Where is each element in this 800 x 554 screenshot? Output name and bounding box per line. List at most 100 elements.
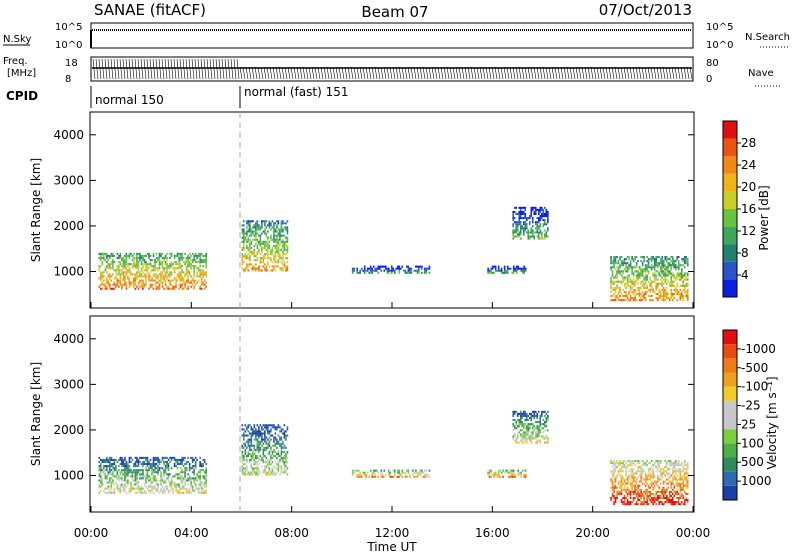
echo-cell [638,268,641,271]
echo-cell [626,274,629,277]
echo-cell [527,235,530,238]
echo-cell [631,490,633,493]
echo-cell [418,267,420,270]
echo-cell [113,269,116,272]
echo-cell [625,474,627,477]
echo-cell [667,280,670,283]
echo-cell [524,412,527,415]
echo-cell [184,456,186,459]
echo-cell [161,261,164,264]
echo-cell [536,412,539,415]
echo-cell [286,244,289,247]
echo-cell [641,295,644,298]
echo-cell [371,269,374,272]
echo-cell [665,270,668,273]
echo-cell [673,503,676,506]
echo-cell [106,271,108,274]
echo-cell [682,486,685,489]
echo-cell [661,258,663,261]
echo-cell [166,252,168,255]
echo-cell [187,477,189,480]
echo-cell [246,459,248,462]
echo-cell [241,255,244,258]
echo-cell [282,267,284,270]
echo-cell [521,217,524,220]
echo-cell [637,496,639,500]
echo-cell [513,419,516,422]
echo-cell [512,217,514,220]
echo-cell [628,480,630,483]
echo-cell [670,501,673,504]
echo-cell [128,281,131,284]
echo-cell [635,299,638,302]
echo-cell [623,503,626,506]
echo-cell [620,260,623,263]
echo-cell [395,267,398,270]
echo-cell [116,269,119,272]
echo-cell [659,501,662,504]
echo-cell [655,466,657,469]
echo-cell [241,473,244,476]
echo-cell [121,265,123,268]
echo-cell [515,235,518,238]
freq-trace-mark [542,66,546,80]
freq-trace-mark [305,66,309,80]
echo-cell [267,246,269,249]
echo-cell [649,276,651,279]
colorbar-segment [723,138,737,157]
echo-cell [249,220,251,223]
echo-cell [647,474,650,477]
echo-cell [154,465,156,468]
echo-cell [145,267,147,270]
echo-cell [250,251,253,254]
echo-cell [415,469,417,472]
echo-cell [253,244,256,247]
echo-cell [107,471,110,474]
freq-trace-mark [236,58,240,80]
echo-cell [524,437,527,440]
echo-cell [148,254,150,257]
echo-cell [537,427,540,430]
echo-cell [619,295,621,298]
echo-cell [525,227,528,230]
echo-cell [623,295,626,298]
echo-cell [628,299,630,302]
echo-cell [547,416,549,420]
echo-cell [631,480,633,483]
echo-cell [531,427,534,430]
echo-cell [542,435,545,438]
echo-cell [386,271,389,274]
echo-cell [617,286,620,289]
echo-cell [255,224,257,227]
echo-cell [533,212,536,216]
freq-trace-mark [398,66,402,80]
echo-cell [508,471,510,474]
echo-cell [516,433,519,436]
echo-cell [520,269,523,272]
echo-cell [127,473,129,476]
echo-cell [252,253,254,256]
freq-trace-mark [107,58,111,80]
echo-cell [130,283,132,286]
echo-cell [205,256,207,259]
echo-cell [390,271,393,274]
echo-cell [521,271,524,274]
echo-cell [246,440,248,443]
echo-cell [256,457,259,460]
echo-cell [643,464,645,467]
echo-cell [166,456,168,459]
echo-cell [670,278,673,281]
echo-cell [530,210,533,213]
echo-cell [685,272,688,275]
echo-cell [267,248,269,252]
echo-cell [356,267,358,270]
echo-cell [387,271,390,274]
echo-cell [670,266,673,269]
echo-cell [671,478,674,481]
echo-cell [622,488,624,491]
echo-cell [134,481,137,484]
echo-cell [101,277,104,280]
echo-cell [98,485,101,488]
echo-cell [103,252,105,255]
echo-cell [544,212,546,216]
